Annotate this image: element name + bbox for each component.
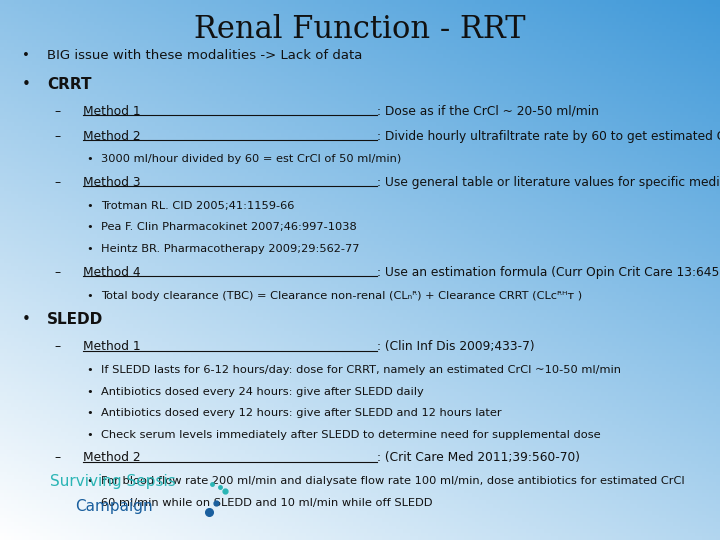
Text: •: • [86,408,93,418]
Text: 60 ml/min while on SLEDD and 10 ml/min while off SLEDD: 60 ml/min while on SLEDD and 10 ml/min w… [101,498,432,508]
Text: : Use general table or literature values for specific medications: : Use general table or literature values… [377,176,720,189]
Text: Method 1: Method 1 [83,340,140,353]
Text: •: • [22,49,30,62]
Text: •: • [86,154,93,165]
Text: Antibiotics dosed every 24 hours: give after SLEDD daily: Antibiotics dosed every 24 hours: give a… [101,387,423,397]
Text: •: • [22,77,30,92]
Text: •: • [86,291,93,301]
Text: BIG issue with these modalities -> Lack of data: BIG issue with these modalities -> Lack … [47,49,362,62]
Text: Pea F. Clin Pharmacokinet 2007;46:997-1038: Pea F. Clin Pharmacokinet 2007;46:997-10… [101,222,356,233]
Text: Renal Function - RRT: Renal Function - RRT [194,14,526,44]
Text: : Divide hourly ultrafiltrate rate by 60 to get estimated CrCl: : Divide hourly ultrafiltrate rate by 60… [377,130,720,143]
Text: : Dose as if the CrCl ~ 20-50 ml/min: : Dose as if the CrCl ~ 20-50 ml/min [377,105,598,118]
Text: •: • [22,312,30,327]
Text: Method 3: Method 3 [83,176,140,189]
Text: Method 4: Method 4 [83,266,140,279]
Text: •: • [86,244,93,254]
Text: •: • [86,201,93,211]
Text: Method 2: Method 2 [83,451,140,464]
Text: 3000 ml/hour divided by 60 = est CrCl of 50 ml/min): 3000 ml/hour divided by 60 = est CrCl of… [101,154,401,165]
Text: Antibiotics dosed every 12 hours: give after SLEDD and 12 hours later: Antibiotics dosed every 12 hours: give a… [101,408,501,418]
Text: Heintz BR. Pharmacotherapy 2009;29:562-77: Heintz BR. Pharmacotherapy 2009;29:562-7… [101,244,359,254]
Text: For blood flow rate 200 ml/min and dialysate flow rate 100 ml/min, dose antibiot: For blood flow rate 200 ml/min and dialy… [101,476,685,487]
Text: –: – [54,105,60,118]
Text: •: • [86,476,93,487]
Text: : (Clin Inf Dis 2009;433-7): : (Clin Inf Dis 2009;433-7) [377,340,534,353]
Text: Trotman RL. CID 2005;41:1159-66: Trotman RL. CID 2005;41:1159-66 [101,201,294,211]
Text: –: – [54,451,60,464]
Text: : (Crit Care Med 2011;39:560-70): : (Crit Care Med 2011;39:560-70) [377,451,580,464]
Text: •: • [86,365,93,375]
Text: Campaign: Campaign [76,499,153,514]
Text: SLEDD: SLEDD [47,312,103,327]
Text: •: • [86,387,93,397]
Text: If SLEDD lasts for 6-12 hours/day: dose for CRRT, namely an estimated CrCl ~10-5: If SLEDD lasts for 6-12 hours/day: dose … [101,365,621,375]
Text: Method 1: Method 1 [83,105,140,118]
Text: Check serum levels immediately after SLEDD to determine need for supplemental do: Check serum levels immediately after SLE… [101,430,600,440]
Text: CRRT: CRRT [47,77,91,92]
Text: –: – [54,266,60,279]
Text: •: • [86,430,93,440]
Text: Total body clearance (TBC) = Clearance non-renal (CLₙᴿ) + Clearance CRRT (CLᴄᴿᴴᴛ: Total body clearance (TBC) = Clearance n… [101,291,582,301]
Text: Surviving Sepsis: Surviving Sepsis [50,474,176,489]
Text: –: – [54,130,60,143]
Text: •: • [86,222,93,233]
Text: Method 2: Method 2 [83,130,140,143]
Text: –: – [54,340,60,353]
Text: –: – [54,176,60,189]
Text: : Use an estimation formula (Curr Opin Crit Care 13:645-51): : Use an estimation formula (Curr Opin C… [377,266,720,279]
